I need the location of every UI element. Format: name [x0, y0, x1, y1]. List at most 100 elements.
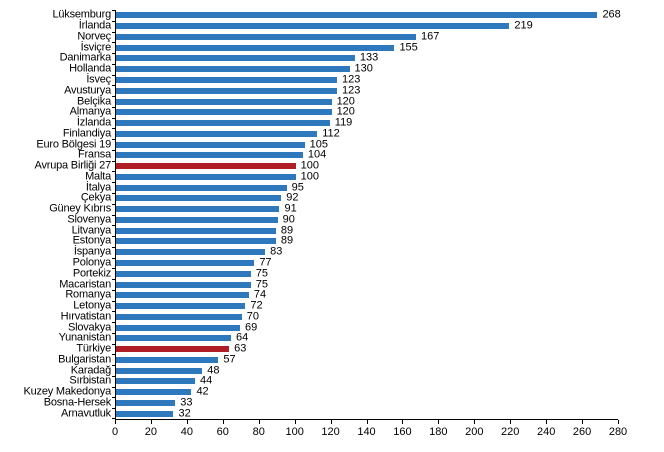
- plot-area: Lüksemburg 268 İrlanda 219 Norveç 167 İsviçre 1…: [24, 9, 621, 419]
- category-label: Letonya: [73, 299, 111, 312]
- y-axis-tick: [112, 311, 116, 313]
- bar-row: İspanya 83: [74, 246, 619, 258]
- bar: [116, 238, 276, 245]
- y-axis-tick: [112, 192, 116, 194]
- category-label: Portekiz: [72, 267, 111, 280]
- y-axis-tick: [112, 182, 116, 184]
- x-axis-tick-label: 180: [429, 426, 448, 438]
- bar: [116, 303, 246, 310]
- category-label: İtalya: [85, 181, 111, 194]
- y-axis-tick: [112, 279, 116, 281]
- x-axis-tick: [582, 420, 584, 424]
- y-axis-tick: [112, 139, 116, 141]
- bar-row: Sırbistan 44: [69, 375, 619, 387]
- x-axis-tick: [186, 420, 188, 424]
- bar: [116, 410, 174, 417]
- x-axis-tick: [618, 420, 619, 424]
- x-axis-tick-label: 40: [180, 426, 193, 438]
- bar-row: İrlanda 219: [79, 19, 619, 32]
- bar-row: Danimarka 133: [60, 51, 619, 64]
- x-axis-tick: [115, 420, 116, 424]
- y-axis-tick: [112, 106, 116, 108]
- category-label: Belçika: [76, 95, 111, 107]
- value-label: 90: [282, 213, 295, 226]
- bar: [116, 206, 280, 213]
- bar: [116, 109, 332, 116]
- value-label: 91: [284, 202, 297, 215]
- x-axis-tick: [510, 420, 512, 424]
- category-label: Polonya: [72, 256, 112, 269]
- x-axis-tick-label: 260: [572, 426, 592, 438]
- category-label: Arnavutluk: [61, 407, 111, 420]
- value-label: 75: [255, 278, 268, 291]
- value-label: 89: [280, 234, 294, 247]
- value-label: 219: [514, 19, 533, 32]
- category-label: Karadağ: [70, 364, 111, 377]
- category-label: Türkiye: [76, 342, 111, 355]
- y-axis-tick: [112, 268, 116, 270]
- y-axis-tick: [112, 42, 116, 44]
- bar-row: Avusturya 123: [64, 84, 619, 97]
- bar: [116, 76, 337, 83]
- bar-row: İsviçre 155: [81, 42, 619, 53]
- x-axis-tick-label: 280: [608, 426, 628, 438]
- value-label: 63: [234, 342, 247, 355]
- bar-row: Karadağ 48: [71, 364, 619, 377]
- value-label: 123: [341, 84, 361, 97]
- bar: [116, 66, 350, 73]
- value-label: 69: [244, 321, 258, 334]
- y-axis-tick: [112, 246, 116, 248]
- bar-row: Romanya 74: [65, 289, 619, 301]
- bar: [116, 335, 231, 342]
- y-axis-tick: [112, 20, 116, 22]
- value-label: 133: [359, 51, 379, 64]
- bar: [116, 12, 598, 19]
- bar-row: Çekya 92: [81, 192, 619, 204]
- category-label: Macaristan: [59, 278, 111, 291]
- bar-row: Slovenya 90: [67, 213, 619, 226]
- x-axis-tick-label: 0: [111, 426, 119, 438]
- y-axis-tick: [112, 332, 116, 334]
- value-label: 33: [180, 396, 193, 409]
- x-axis-tick: [294, 420, 296, 424]
- category-label: Almanya: [69, 105, 112, 118]
- category-label: Kuzey Makedonya: [23, 385, 112, 398]
- y-axis-tick: [112, 418, 116, 419]
- highlighted-bar: [116, 346, 230, 353]
- value-label: 48: [207, 364, 220, 377]
- category-label: Çekya: [80, 191, 111, 204]
- x-axis-tick-label: 20: [144, 426, 158, 438]
- bar-row: Malta 100: [85, 171, 619, 182]
- bar-row: Lüksemburg 268: [52, 9, 620, 21]
- x-axis-tick-label: 220: [501, 426, 520, 438]
- y-axis-tick: [112, 343, 116, 345]
- value-label: 119: [334, 116, 353, 129]
- category-label: Euro Bölgesi 19: [36, 138, 111, 151]
- category-label: Yunanistan: [58, 331, 112, 344]
- category-label: Malta: [85, 170, 111, 183]
- bar: [116, 33, 416, 40]
- bar-row: Hollanda 130: [69, 63, 619, 75]
- category-label: Norveç: [77, 30, 111, 43]
- category-label: Avusturya: [64, 84, 111, 97]
- bar-row: İzlanda 119: [77, 116, 619, 129]
- y-axis-tick: [112, 354, 116, 356]
- bar: [116, 173, 296, 180]
- bar-row: Macaristan 75: [59, 278, 619, 291]
- bar-row: Estonya 89: [73, 234, 619, 247]
- y-axis-tick: [112, 397, 116, 399]
- y-axis-tick: [112, 203, 116, 205]
- bar: [116, 367, 203, 374]
- y-axis-tick: [112, 63, 116, 65]
- category-label: İspanya: [73, 245, 111, 258]
- value-label: 95: [291, 181, 304, 194]
- bar: [116, 87, 337, 94]
- category-label: Romanya: [65, 288, 111, 301]
- bar-row: Litvanya 89: [72, 225, 619, 236]
- category-label: İrlanda: [78, 19, 111, 32]
- value-label: 120: [336, 95, 355, 107]
- y-axis-tick: [112, 375, 116, 377]
- bar: [116, 195, 282, 202]
- bar: [116, 44, 395, 51]
- bar: [116, 249, 266, 256]
